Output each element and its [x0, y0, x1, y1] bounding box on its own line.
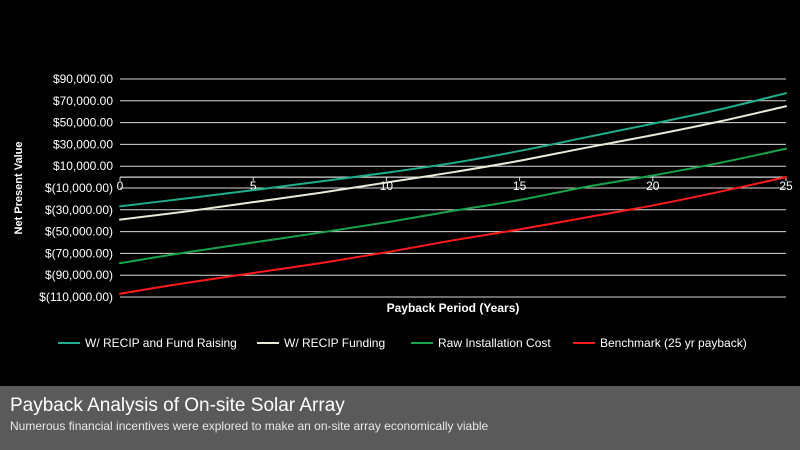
x-axis-label: Payback Period (Years) — [387, 301, 520, 315]
y-tick-label: $(110,000.00) — [39, 290, 113, 304]
y-tick-label: $(10,000.00) — [45, 181, 113, 195]
legend-item: Raw Installation Cost — [411, 336, 551, 350]
x-tick-label: 0 — [117, 179, 124, 193]
slide-title: Payback Analysis of On-site Solar Array — [10, 395, 345, 416]
legend-item: Benchmark (25 yr payback) — [573, 336, 747, 350]
x-tick-label: 5 — [250, 179, 257, 193]
legend-swatch — [573, 342, 595, 344]
chart-legend: W/ RECIP and Fund Raising W/ RECIP Fundin… — [0, 336, 800, 354]
y-tick-label: $50,000.00 — [53, 116, 113, 130]
series-line — [119, 176, 787, 295]
y-tick-label: $90,000.00 — [53, 72, 113, 86]
legend-label: Benchmark (25 yr payback) — [600, 336, 747, 350]
legend-label: Raw Installation Cost — [438, 336, 551, 350]
legend-swatch — [257, 342, 279, 344]
legend-swatch — [58, 342, 80, 344]
y-axis-label: Net Present Value — [13, 142, 25, 235]
npv-line-chart: $90,000.00 $70,000.00 $50,000.00 $30,000.00… — [13, 72, 793, 315]
x-tick-label: 25 — [779, 179, 793, 193]
y-tick-labels: $90,000.00 $70,000.00 $50,000.00 $30,000.00… — [39, 72, 113, 304]
series-lines — [119, 92, 787, 295]
series-line — [119, 105, 787, 221]
series-line — [119, 147, 787, 265]
caption-bar: Payback Analysis of On-site Solar Array … — [0, 386, 800, 450]
slide-subtitle: Numerous financial incentives were explo… — [10, 419, 489, 433]
y-tick-label: $(30,000.00) — [45, 203, 113, 217]
x-tick-label: 20 — [646, 179, 660, 193]
legend-label: W/ RECIP Funding — [284, 336, 386, 350]
series-line — [119, 92, 787, 208]
y-tick-label: $70,000.00 — [53, 94, 113, 108]
legend-item: W/ RECIP Funding — [257, 336, 385, 350]
y-tick-label: $(90,000.00) — [45, 268, 113, 282]
x-tick-label: 15 — [513, 179, 527, 193]
legend-label: W/ RECIP and Fund Raising — [85, 336, 237, 350]
gridlines — [120, 78, 786, 298]
y-tick-label: $30,000.00 — [53, 137, 113, 151]
y-tick-label: $(70,000.00) — [45, 246, 113, 260]
y-tick-label: $(50,000.00) — [45, 225, 113, 239]
legend-swatch — [411, 342, 433, 344]
x-axis: 0 5 10 15 20 25 — [117, 176, 793, 193]
y-tick-label: $10,000.00 — [53, 159, 113, 173]
legend-item: W/ RECIP and Fund Raising — [58, 336, 237, 350]
